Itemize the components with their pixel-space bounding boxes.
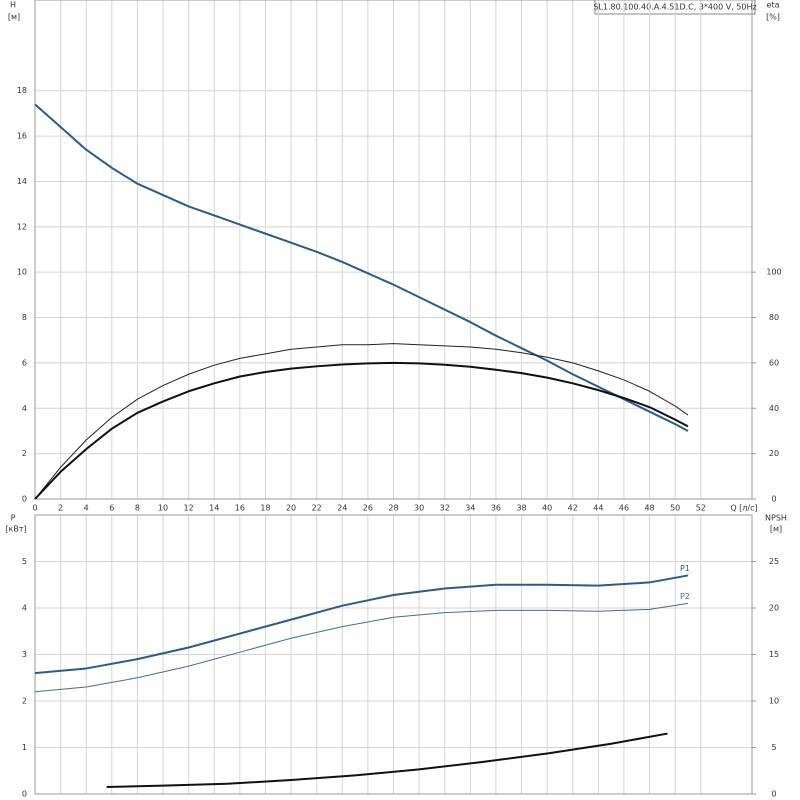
x-axis-label: Q [л/с] xyxy=(730,504,757,513)
x-tick-label: 10 xyxy=(158,504,168,513)
y2-tick-label: 10 xyxy=(769,697,779,706)
x-tick-label: 44 xyxy=(593,504,603,513)
y2-tick-label: 80 xyxy=(769,313,779,322)
y2-tick-label: 100 xyxy=(766,268,781,277)
y2-tick-label: 15 xyxy=(769,650,779,659)
y2-tick-label: 25 xyxy=(769,557,779,566)
curve xyxy=(34,343,689,500)
x-tick-label: 32 xyxy=(440,504,450,513)
y-tick-label: 14 xyxy=(17,177,27,186)
y-axis-unit: [кВт] xyxy=(5,525,26,534)
curve xyxy=(34,574,689,675)
y-tick-label: 1 xyxy=(22,743,27,752)
y2-tick-label: 5 xyxy=(771,743,776,752)
x-tick-label: 42 xyxy=(568,504,578,513)
y2-axis-unit: [м] xyxy=(770,525,782,534)
y-tick-label: 4 xyxy=(22,604,27,613)
x-tick-label: 18 xyxy=(260,504,270,513)
y-tick-label: 4 xyxy=(22,404,27,413)
y2-tick-label: 60 xyxy=(769,358,779,367)
y-tick-label: 6 xyxy=(22,358,27,367)
x-tick-label: 36 xyxy=(491,504,501,513)
y2-tick-label: 20 xyxy=(769,449,779,458)
y-tick-label: 12 xyxy=(17,222,27,231)
x-tick-label: 0 xyxy=(32,504,37,513)
x-tick-label: 26 xyxy=(363,504,373,513)
x-tick-label: 30 xyxy=(414,504,424,513)
y-tick-label: 2 xyxy=(22,697,27,706)
curve xyxy=(34,103,689,432)
y-axis-label: H xyxy=(10,1,16,10)
plot-frame xyxy=(34,514,753,795)
y2-axis-unit: [%] xyxy=(766,13,780,22)
y-tick-label: 0 xyxy=(22,495,27,504)
y2-tick-label: 20 xyxy=(769,604,779,613)
x-tick-label: 14 xyxy=(209,504,219,513)
curve xyxy=(106,732,668,789)
x-tick-label: 38 xyxy=(516,504,526,513)
x-tick-label: 50 xyxy=(670,504,680,513)
y-tick-label: 10 xyxy=(17,268,27,277)
series-label: P1 xyxy=(680,564,690,573)
x-tick-label: 22 xyxy=(312,504,322,513)
x-tick-label: 4 xyxy=(84,504,89,513)
y2-axis-label: eta xyxy=(767,1,780,10)
x-tick-label: 8 xyxy=(135,504,140,513)
y-tick-label: 18 xyxy=(17,86,27,95)
x-tick-label: 20 xyxy=(286,504,296,513)
x-tick-label: 6 xyxy=(109,504,114,513)
x-tick-label: 48 xyxy=(644,504,654,513)
x-tick-label: 16 xyxy=(235,504,245,513)
y-tick-label: 8 xyxy=(22,313,27,322)
y-tick-label: 5 xyxy=(22,557,27,566)
x-tick-label: 52 xyxy=(696,504,706,513)
x-tick-label: 12 xyxy=(184,504,194,513)
x-tick-label: 34 xyxy=(465,504,475,513)
y2-axis-label: NPSH xyxy=(765,514,787,523)
x-tick-label: 2 xyxy=(58,504,63,513)
y-tick-label: 2 xyxy=(22,449,27,458)
x-tick-label: 28 xyxy=(388,504,398,513)
curve xyxy=(34,361,689,500)
y-tick-label: 16 xyxy=(17,132,27,141)
y2-tick-label: 0 xyxy=(771,790,776,799)
y-axis-unit: [м] xyxy=(8,13,20,22)
y-tick-label: 0 xyxy=(22,790,27,799)
x-tick-label: 40 xyxy=(542,504,552,513)
y2-tick-label: 40 xyxy=(769,404,779,413)
curve xyxy=(34,602,689,693)
y-axis-label: P xyxy=(11,514,16,523)
y2-tick-label: 0 xyxy=(771,495,776,504)
x-tick-label: 46 xyxy=(619,504,629,513)
series-label: P2 xyxy=(680,592,690,601)
y-tick-label: 3 xyxy=(22,650,27,659)
x-tick-label: 24 xyxy=(337,504,347,513)
plot-frame xyxy=(34,0,753,500)
